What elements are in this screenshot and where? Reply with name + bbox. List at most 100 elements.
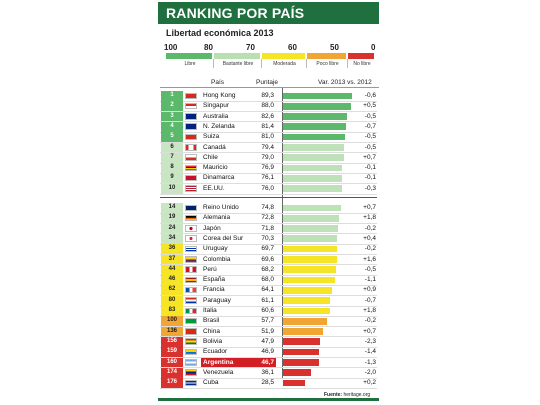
score-bar [283, 338, 320, 346]
rank-cell-background [161, 101, 183, 112]
country-name: Brasil [203, 317, 220, 325]
scale-number: 80 [204, 43, 213, 52]
rank-label: 8 [170, 164, 174, 171]
score-bar [283, 307, 330, 315]
table-row: 62 Francia 64,1 +0,9 [158, 285, 379, 295]
score-value: 72,8 [261, 214, 274, 222]
table-row: 1 Hong Kong 89,3 -0,6 [158, 91, 379, 101]
header-country: País [211, 79, 225, 86]
row-divider [160, 111, 377, 113]
rank-label: 34 [168, 234, 176, 241]
score-value: 46,7 [261, 358, 274, 366]
table-row: 176 Cuba 28,5 +0,2 [158, 378, 379, 388]
row-divider [160, 162, 377, 164]
row-divider [160, 264, 377, 266]
table-row: 37 Colombia 69,6 +1,6 [158, 255, 379, 265]
score-value: 81,0 [261, 133, 274, 141]
rank-cell-background [161, 213, 183, 224]
scale-number: 0 [371, 43, 376, 52]
table-row: 5 Suiza 81,0 -0,5 [158, 132, 379, 142]
score-bar [283, 359, 319, 366]
row-divider [160, 315, 377, 317]
rank-cell-background [161, 326, 183, 337]
rank-cell-background [161, 163, 183, 174]
change-value: -0,7 [364, 296, 376, 304]
row-divider [160, 100, 377, 102]
change-value: -0,7 [364, 122, 376, 130]
change-value: -0,2 [364, 245, 376, 253]
rank-label: 19 [168, 214, 176, 221]
row-divider [160, 121, 377, 123]
score-bar [283, 123, 346, 131]
change-value: +1,8 [363, 214, 376, 222]
country-flag-icon [185, 297, 197, 304]
score-value: 46,9 [261, 348, 274, 356]
score-value: 68,0 [261, 276, 274, 284]
scale-number: 100 [164, 43, 178, 52]
country-name: Reino Unido [203, 204, 239, 211]
header-divider [160, 87, 379, 88]
country-name: Italia [203, 307, 217, 314]
score-value: 76,0 [261, 184, 274, 192]
rank-label: 14 [168, 204, 176, 210]
change-value: +0,4 [363, 234, 376, 242]
score-value: 71,8 [261, 224, 274, 232]
chart-subtitle: Libertad económica 2013 [166, 28, 274, 38]
table-row: 136 China 51,9 +0,7 [158, 327, 379, 337]
table-row: 159 Ecuador 46,9 -1,4 [158, 347, 379, 357]
rank-cell-background [161, 378, 183, 389]
country-name: Mauricio [203, 164, 228, 172]
score-value: 79,4 [261, 143, 274, 151]
change-value: +0,5 [363, 102, 376, 110]
highlight-band [201, 357, 276, 367]
scale-segment [307, 53, 346, 59]
row-divider [160, 295, 377, 297]
country-name: EE.UU. [203, 184, 225, 192]
table-row: 10 EE.UU. 76,0 -0,3 [158, 184, 379, 194]
rank-cell-background [161, 183, 183, 194]
change-value: +0,9 [363, 286, 376, 294]
change-value: +0,7 [363, 204, 376, 211]
rank-cell-background [161, 203, 183, 214]
country-name: Japón [203, 224, 221, 232]
rank-cell-background [161, 152, 183, 164]
rank-label: 176 [166, 379, 177, 386]
country-name: Cuba [203, 379, 219, 387]
table-row: 4 N. Zelanda 81,4 -0,7 [158, 122, 379, 132]
rank-cell-background [161, 336, 183, 348]
row-divider [160, 131, 377, 133]
score-value: 68,2 [261, 265, 274, 273]
country-flag-icon [185, 214, 197, 222]
row-divider [160, 212, 377, 214]
score-bar [283, 235, 338, 243]
score-bar [283, 102, 351, 110]
row-divider [160, 274, 377, 276]
rank-cell-background [161, 285, 183, 296]
row-divider [160, 336, 377, 338]
change-value: -0,5 [364, 133, 376, 141]
table-row: 9 Dinamarca 76,1 -0,1 [158, 173, 379, 183]
score-value: 70,3 [261, 234, 274, 242]
country-flag-icon [185, 113, 197, 120]
country-name: Suiza [203, 133, 220, 141]
rank-cell-background [161, 223, 183, 234]
rank-label: 36 [168, 245, 176, 252]
table-row: 156 Bolivia 47,9 -2,3 [158, 337, 379, 347]
score-bar [283, 328, 323, 335]
table-row: 44 Perú 68,2 -0,5 [158, 265, 379, 275]
infographic: RANKING POR PAÍS Libertad económica 2013… [158, 0, 379, 405]
rank-label: 6 [170, 143, 174, 150]
rank-cell-background [161, 264, 183, 276]
rank-cell-background [161, 111, 183, 122]
header-score: Puntaje [256, 79, 279, 86]
country-flag-icon [185, 225, 197, 232]
rank-label: 62 [168, 286, 176, 293]
score-bar [283, 204, 341, 212]
country-name: Canadá [203, 143, 226, 151]
scale-segment [214, 53, 260, 59]
country-flag-icon [185, 204, 197, 211]
bar-area [158, 88, 379, 387]
row-divider [160, 152, 377, 154]
row-divider [160, 305, 377, 307]
country-flag-icon [185, 102, 197, 110]
